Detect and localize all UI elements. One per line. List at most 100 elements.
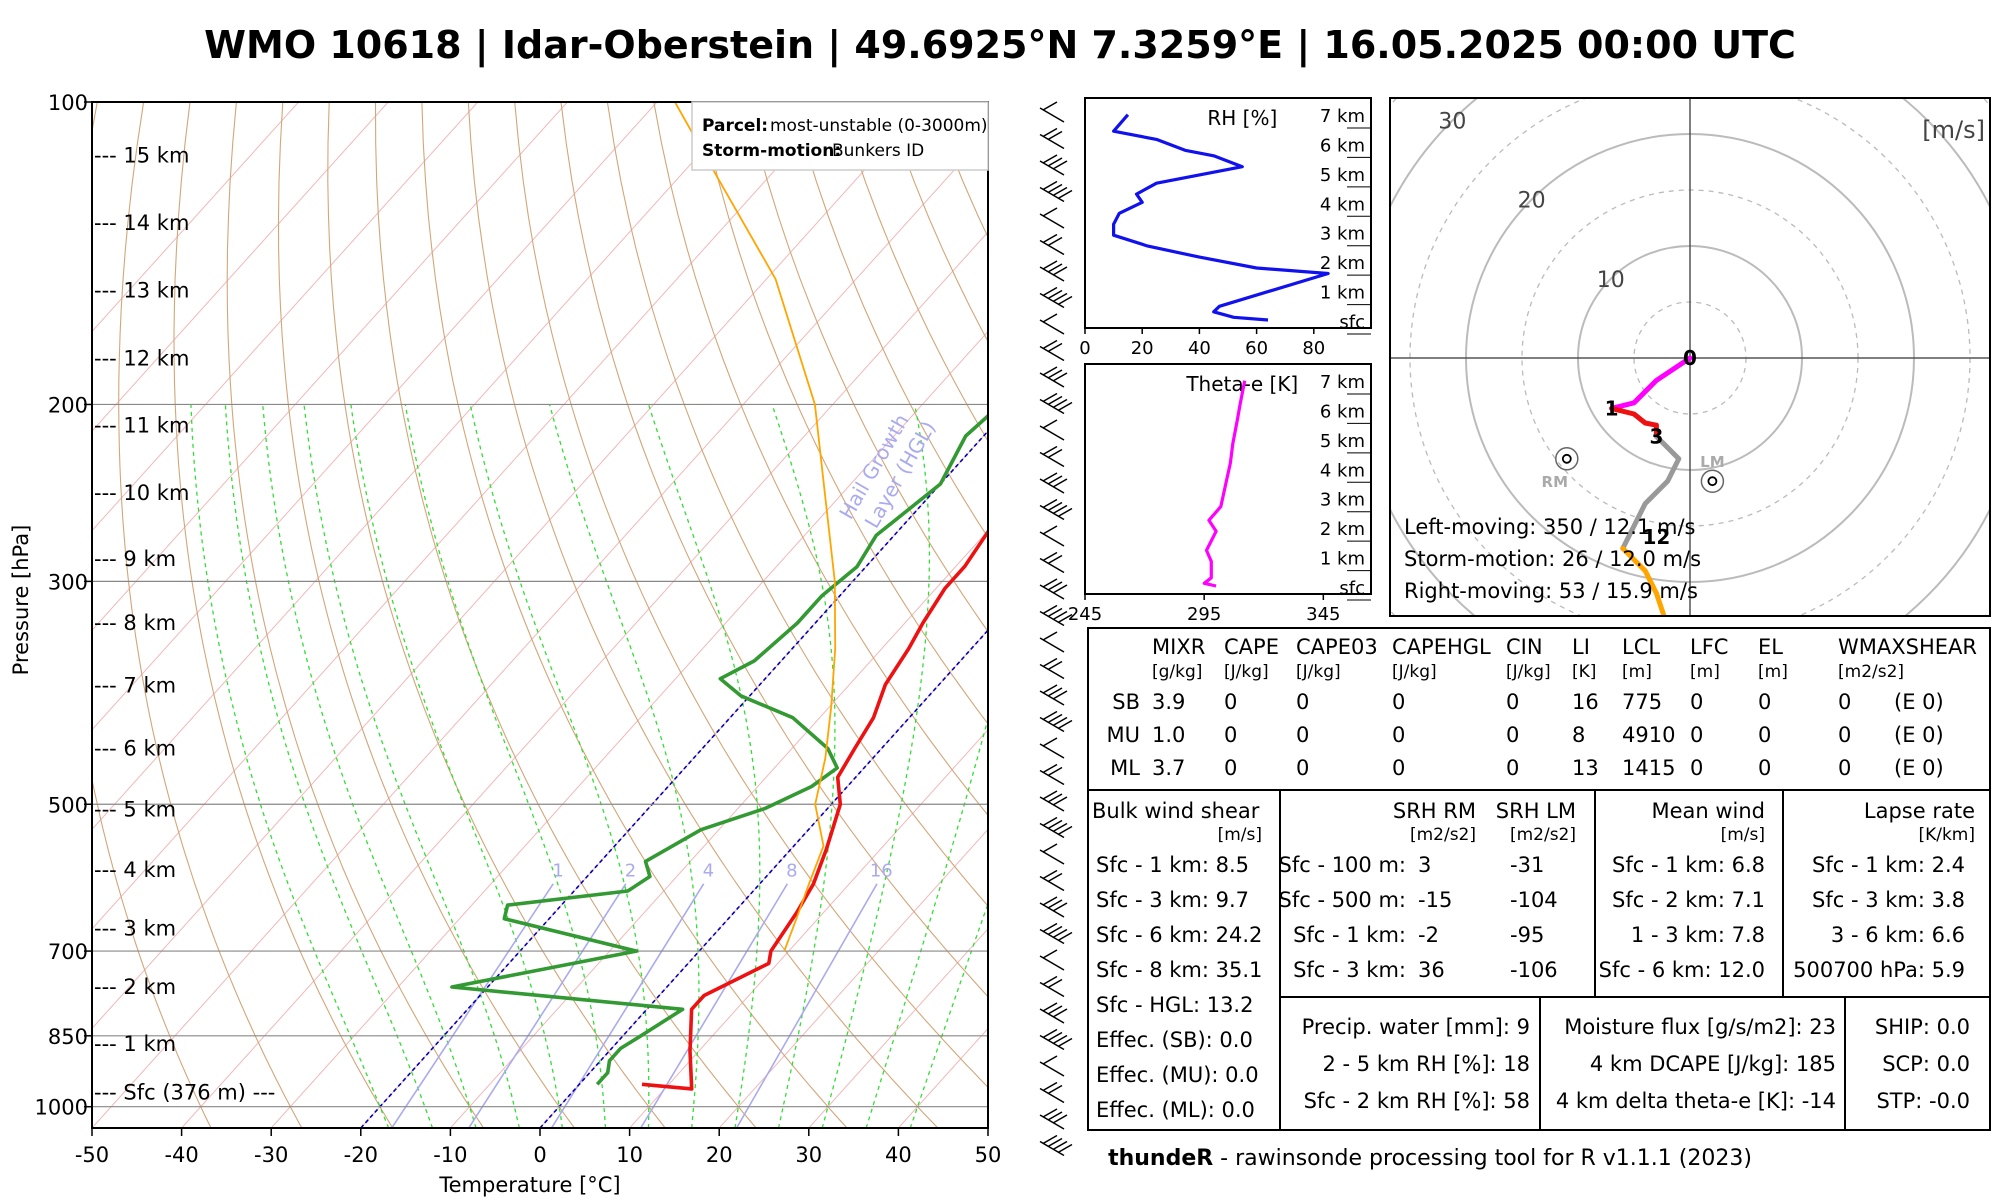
table-cell: 0 — [1392, 690, 1405, 714]
table-cell: 0 — [1506, 756, 1519, 780]
wind-barb — [1039, 445, 1065, 468]
moist-adiabat-line — [771, 404, 836, 1128]
storm-motion-label: RM — [1542, 473, 1568, 491]
mixing-ratio-line — [391, 883, 554, 1128]
table-cell: (E 0) — [1894, 756, 1944, 780]
x-tick-label: -50 — [75, 1143, 109, 1167]
bulk-shear-row: Effec. (SB): 0.0 — [1096, 1028, 1253, 1052]
moist-adiabat-line — [350, 404, 564, 1128]
wind-barb — [1039, 843, 1065, 865]
table-cell: 0 — [1690, 756, 1703, 780]
wind-barb — [1039, 286, 1073, 309]
wind-barb — [1039, 525, 1065, 547]
moist-adiabat-line — [909, 901, 988, 1128]
x-tick-label: 30 — [795, 1143, 822, 1167]
height-tick-label: 5 km — [1320, 165, 1365, 186]
table-cell: 0 — [1838, 690, 1851, 714]
table-cell: 0 — [1296, 723, 1309, 747]
isotherm-line — [92, 102, 299, 333]
wind-barb — [1039, 339, 1065, 362]
table-header-unit: [m2/s2] — [1838, 662, 1904, 682]
dewpoint-profile — [450, 413, 988, 1086]
storm-motion-marker — [1555, 447, 1579, 471]
wind-barb — [1039, 551, 1065, 574]
table-row-label: SB — [1112, 690, 1140, 714]
srh-lm-value: -104 — [1510, 888, 1558, 912]
srh-lm-unit: [m2/s2] — [1510, 825, 1576, 845]
table-cell: 0 — [1758, 756, 1771, 780]
bulk-shear-row: Sfc - 1 km: 8.5 — [1096, 853, 1249, 877]
wind-barb — [1039, 1055, 1065, 1077]
wind-barb — [1039, 1108, 1068, 1130]
height-label: --- 10 km — [94, 481, 189, 505]
table-header-unit: [J/kg] — [1392, 662, 1437, 682]
wind-barb — [1039, 631, 1065, 653]
srh-row-label: Sfc - 3 km: — [1293, 958, 1406, 982]
dry-adiabat-line — [746, 102, 988, 633]
x-tick-label: 20 — [1131, 338, 1154, 359]
lapse-rate-row: 500700 hPa: 5.9 — [1793, 958, 1965, 982]
wind-barb — [1039, 419, 1065, 441]
isotherm-line — [808, 928, 988, 1128]
parameter-tables: MIXR [g/kg] CAPE [J/kg] CAPE03 [J/kg] CAPEHGL [… — [1087, 627, 1991, 1131]
table-cell: 4910 — [1622, 723, 1675, 747]
bulk-shear-title: Bulk wind shear — [1092, 799, 1260, 823]
mixing-ratio-line — [735, 883, 878, 1128]
srh-lm-value: -31 — [1510, 853, 1544, 877]
height-label: --- 12 km — [94, 346, 189, 370]
footer-credit: thundeR - rawinsonde processing tool for… — [1108, 1146, 1752, 1171]
x-tick-label: 80 — [1302, 338, 1325, 359]
wind-barb — [1039, 763, 1065, 786]
table-cell: 0 — [1224, 690, 1237, 714]
composite-index-row: SCP: 0.0 — [1882, 1052, 1970, 1076]
wind-barb — [1039, 710, 1073, 733]
hodograph-ring-label: 20 — [1518, 189, 1546, 214]
hodograph-ring-label: 30 — [1438, 109, 1466, 134]
mean-wind-row: 1 - 3 km: 7.8 — [1631, 923, 1765, 947]
y-tick-label: 1000 — [35, 1096, 88, 1120]
table-cell: 0 — [1392, 723, 1405, 747]
isotherm-line — [181, 231, 988, 1128]
srh-rm-value: 3 — [1418, 853, 1431, 877]
legend-storm-key: Storm-motion: — [702, 141, 841, 161]
hodograph-segment — [1609, 405, 1659, 439]
wind-barb — [1039, 127, 1065, 150]
y-axis-label: Pressure [hPa] — [9, 525, 33, 676]
mixing-ratio-label: 16 — [870, 860, 893, 881]
dry-adiabat-line — [327, 102, 666, 1128]
storm-motion-label: LM — [1700, 453, 1725, 471]
wind-barb — [1039, 472, 1068, 494]
storm-motion-info: Left-moving: 350 / 12.1 m/s — [1404, 515, 1695, 539]
hodograph-segment — [1620, 545, 1667, 616]
moist-adiabat-line — [190, 404, 390, 1128]
x-tick-label: -40 — [164, 1143, 198, 1167]
table-cell: 0 — [1224, 756, 1237, 780]
moist-adiabat-line — [469, 404, 650, 1128]
table-header: CAPE — [1224, 635, 1279, 659]
table-cell: 0 — [1838, 723, 1851, 747]
moist-adiabat-line — [303, 404, 520, 1128]
y-tick-label: 200 — [48, 393, 88, 417]
x-tick-label: -10 — [433, 1143, 467, 1167]
dry-adiabat-line — [792, 102, 988, 539]
moist-adiabat-line — [224, 404, 434, 1128]
moist-adiabat-line — [647, 404, 761, 1128]
x-tick-label: 0 — [533, 1143, 546, 1167]
table-cell: 3.7 — [1152, 756, 1185, 780]
hodograph-unit: [m/s] — [1922, 116, 1985, 144]
x-tick-label: 50 — [975, 1143, 1002, 1167]
wind-barb — [1039, 816, 1073, 839]
lapse-rate-row: Sfc - 3 km: 3.8 — [1812, 888, 1965, 912]
dry-adiabat-line — [173, 102, 394, 1128]
height-tick-label: 2 km — [1320, 519, 1365, 540]
wind-barbs-column — [1039, 101, 1073, 1157]
x-tick-label: 40 — [1188, 338, 1211, 359]
height-tick-label: 2 km — [1320, 253, 1365, 274]
height-label: --- 4 km — [94, 858, 176, 882]
isotherm-line — [92, 102, 747, 831]
height-label: --- Sfc (376 m) --- — [94, 1081, 275, 1105]
dry-adiabat-line — [374, 102, 757, 1128]
wind-barb — [1039, 101, 1065, 123]
